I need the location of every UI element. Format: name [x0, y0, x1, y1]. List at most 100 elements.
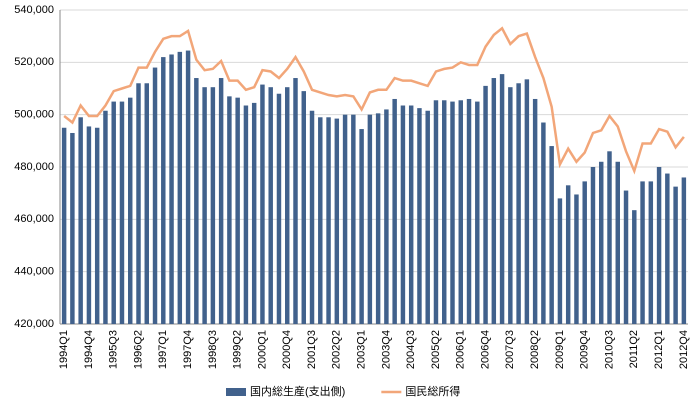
bar: [70, 132, 75, 324]
bar: [235, 97, 240, 325]
x-tick-label: 2003Q4: [380, 330, 392, 369]
bar: [408, 105, 414, 324]
bar: [202, 87, 207, 324]
bar: [425, 110, 430, 324]
bar: [450, 101, 455, 324]
bar: [128, 97, 133, 325]
bar: [61, 127, 67, 324]
bar: [392, 98, 397, 324]
y-tick-label: 500,000: [14, 109, 54, 121]
bar: [86, 126, 92, 324]
bar: [194, 78, 199, 325]
bar: [227, 96, 232, 324]
x-tick-label: 2005Q2: [430, 330, 442, 369]
y-tick-label: 440,000: [14, 266, 54, 278]
bar: [599, 161, 604, 324]
bar: [78, 117, 83, 325]
y-tick-label: 480,000: [14, 161, 54, 173]
x-tick-label: 2001Q3: [306, 330, 318, 369]
bar: [251, 102, 257, 325]
bar: [508, 87, 513, 324]
x-tick-label: 2009Q1: [554, 330, 566, 369]
bar: [351, 114, 356, 325]
bar: [359, 129, 364, 324]
bar: [458, 100, 463, 325]
bar: [136, 83, 141, 325]
x-tick-label: 1997Q4: [182, 330, 194, 369]
bar: [565, 185, 571, 324]
bar: [665, 173, 670, 324]
x-tick-label: 2010Q3: [603, 330, 615, 369]
bar: [582, 181, 587, 324]
bar: [640, 181, 645, 324]
bar: [532, 98, 538, 324]
x-tick-label: 1995Q3: [108, 330, 120, 369]
bar: [94, 127, 100, 324]
x-tick-label: 2006Q4: [479, 330, 491, 369]
x-tick-label: 2011Q2: [628, 330, 640, 368]
bar: [656, 167, 662, 324]
bar: [309, 110, 315, 324]
bar: [549, 146, 554, 324]
bar: [268, 87, 273, 324]
bar: [632, 210, 637, 324]
bar: [499, 74, 505, 324]
x-tick-label: 2008Q2: [529, 330, 541, 369]
bar: [276, 93, 282, 324]
legend-label: 国民総所得: [405, 384, 460, 398]
bar: [524, 79, 530, 324]
bar: [483, 85, 488, 324]
y-tick-label: 540,000: [14, 4, 54, 16]
bar: [218, 78, 224, 325]
bar: [301, 91, 306, 324]
bar: [103, 110, 108, 324]
bar: [648, 181, 654, 324]
bar: [384, 109, 389, 324]
x-tick-label: 2004Q3: [405, 330, 417, 369]
bar: [557, 198, 563, 324]
x-tick-label: 1998Q3: [207, 330, 219, 369]
bar: [169, 54, 174, 324]
bar: [367, 114, 373, 325]
bar: [342, 114, 348, 325]
y-tick-label: 520,000: [14, 56, 54, 68]
bar: [152, 67, 158, 325]
bar: [326, 117, 331, 325]
bar: [144, 83, 149, 325]
bar: [293, 78, 298, 325]
bar: [285, 87, 290, 324]
bar: [400, 105, 406, 324]
x-tick-label: 2012Q1: [653, 330, 665, 369]
bar: [590, 167, 596, 324]
x-tick-label: 1999Q2: [232, 330, 244, 369]
bar: [607, 151, 612, 324]
bar: [491, 78, 497, 325]
bar: [119, 101, 125, 324]
bar: [615, 161, 620, 324]
bar: [111, 101, 116, 324]
bar: [161, 57, 166, 324]
x-tick-label: 1994Q1: [58, 330, 70, 369]
bar: [417, 108, 422, 324]
bar: [243, 105, 249, 324]
bar: [673, 186, 678, 324]
x-tick-label: 2007Q3: [504, 330, 516, 369]
x-tick-label: 2000Q4: [281, 330, 293, 369]
bar: [475, 101, 480, 324]
bar: [185, 50, 191, 324]
bar: [681, 177, 687, 324]
y-tick-label: 460,000: [14, 213, 54, 225]
bar: [334, 118, 340, 324]
bar: [433, 100, 439, 325]
legend-swatch: [226, 388, 246, 396]
x-tick-label: 1996Q2: [132, 330, 144, 369]
line: [63, 26, 685, 175]
bar: [177, 51, 183, 324]
x-tick-label: 2000Q1: [256, 330, 268, 369]
bar: [574, 194, 579, 324]
y-tick-label: 420,000: [14, 318, 54, 330]
bar: [318, 117, 323, 325]
x-tick-label: 2003Q1: [356, 330, 368, 369]
bar: [516, 83, 521, 325]
